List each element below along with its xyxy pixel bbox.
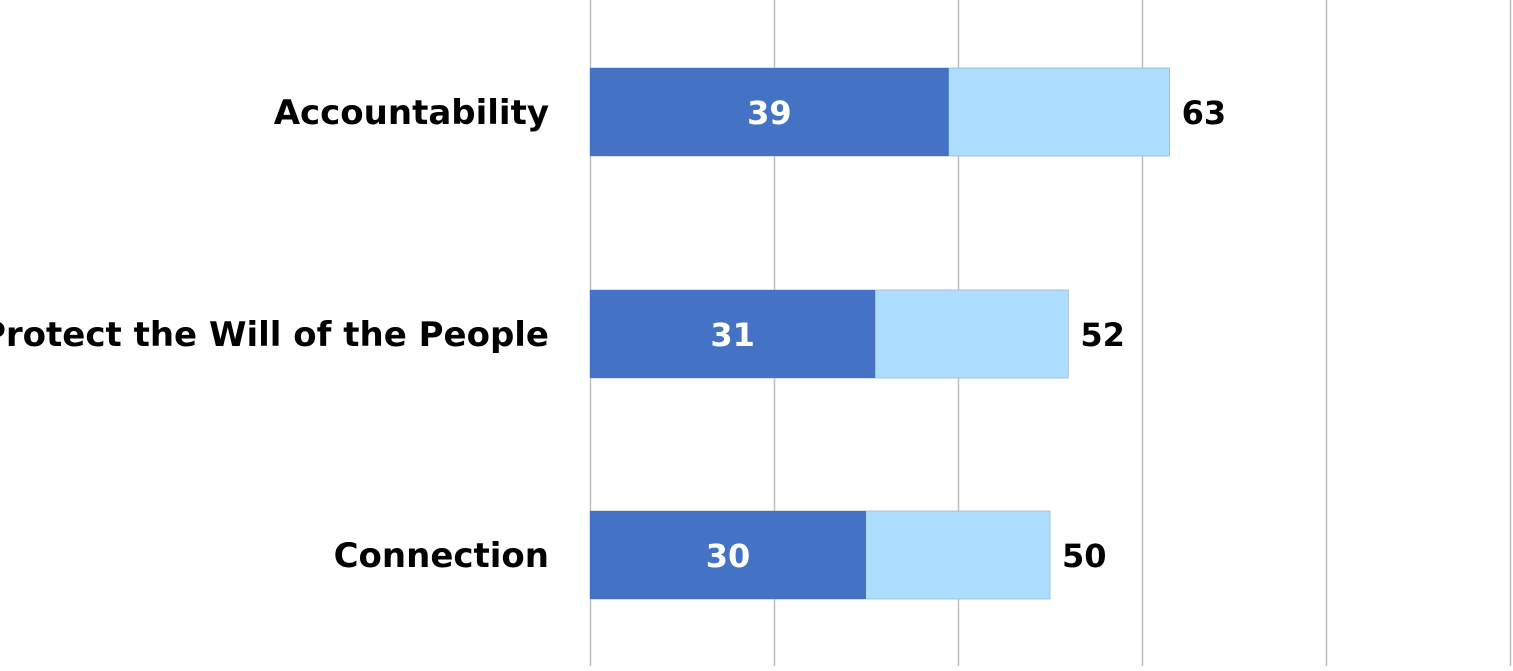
bar-inner [590, 290, 876, 378]
total-value-label: 52 [1080, 316, 1125, 354]
labels: Accountability 39 63 Protect the Will of th… [0, 93, 1226, 576]
category-label: Accountability [274, 93, 549, 133]
inner-value-label: 30 [706, 537, 751, 575]
total-value-label: 50 [1062, 537, 1107, 575]
inner-value-label: 39 [747, 94, 792, 132]
inner-value-label: 31 [710, 316, 755, 354]
category-label: Connection [334, 536, 549, 576]
bar-inner [590, 68, 949, 156]
category-label: Protect the Will of the People [0, 315, 549, 355]
bar-inner [590, 511, 866, 599]
total-value-label: 63 [1182, 94, 1227, 132]
bars [589, 67, 1170, 600]
